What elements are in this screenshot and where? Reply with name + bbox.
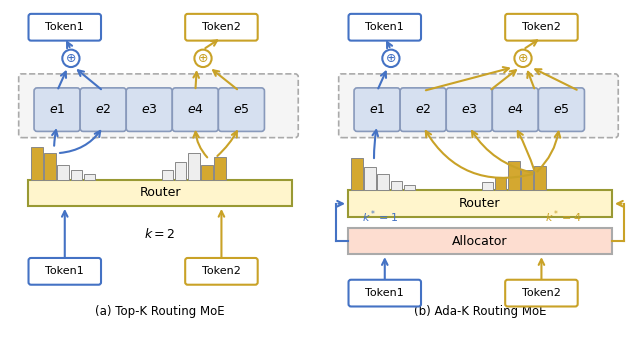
Bar [201, 165, 213, 179]
FancyBboxPatch shape [538, 88, 584, 131]
FancyBboxPatch shape [339, 74, 618, 138]
Text: $k = 2$: $k = 2$ [145, 227, 175, 241]
Circle shape [62, 50, 79, 67]
FancyBboxPatch shape [185, 14, 258, 41]
Bar [44, 153, 56, 179]
Bar [188, 153, 200, 179]
Text: Token1: Token1 [365, 22, 404, 32]
Bar [351, 158, 363, 191]
Circle shape [195, 50, 212, 67]
Text: ⊕: ⊕ [66, 52, 76, 65]
Bar [364, 167, 376, 191]
Bar [495, 177, 506, 191]
Text: Token2: Token2 [202, 22, 241, 32]
Text: ⊕: ⊕ [518, 52, 528, 65]
Text: (b) Ada-K Routing MoE: (b) Ada-K Routing MoE [413, 305, 547, 318]
FancyBboxPatch shape [349, 14, 421, 41]
Bar [348, 228, 612, 254]
FancyBboxPatch shape [218, 88, 264, 131]
Text: $e3$: $e3$ [141, 103, 157, 116]
Bar [534, 166, 546, 191]
Bar [175, 162, 186, 179]
FancyBboxPatch shape [446, 88, 492, 131]
Text: $e5$: $e5$ [233, 103, 250, 116]
FancyBboxPatch shape [492, 88, 538, 131]
Text: $e3$: $e3$ [461, 103, 477, 116]
Bar [481, 182, 493, 191]
FancyBboxPatch shape [80, 88, 126, 131]
Text: $e4$: $e4$ [187, 103, 204, 116]
FancyBboxPatch shape [29, 14, 101, 41]
Text: Token2: Token2 [522, 22, 561, 32]
Bar [28, 179, 292, 206]
FancyBboxPatch shape [172, 88, 218, 131]
FancyBboxPatch shape [29, 258, 101, 285]
FancyBboxPatch shape [400, 88, 446, 131]
Text: Token1: Token1 [365, 288, 404, 298]
Text: $e1$: $e1$ [49, 103, 65, 116]
Bar [214, 157, 226, 179]
Bar [508, 161, 520, 191]
Circle shape [515, 50, 532, 67]
Text: $e5$: $e5$ [553, 103, 570, 116]
FancyBboxPatch shape [185, 258, 258, 285]
Text: $e2$: $e2$ [415, 103, 431, 116]
Text: Allocator: Allocator [452, 235, 508, 247]
FancyBboxPatch shape [354, 88, 400, 131]
FancyBboxPatch shape [349, 280, 421, 307]
Bar [70, 170, 83, 179]
Text: ⊕: ⊕ [386, 52, 396, 65]
Bar [348, 191, 612, 217]
FancyBboxPatch shape [505, 14, 578, 41]
Text: ⊕: ⊕ [198, 52, 208, 65]
Bar [404, 185, 415, 191]
Text: (a) Top-K Routing MoE: (a) Top-K Routing MoE [95, 305, 225, 318]
FancyBboxPatch shape [34, 88, 80, 131]
FancyBboxPatch shape [126, 88, 172, 131]
FancyBboxPatch shape [19, 74, 298, 138]
Text: Router: Router [460, 197, 500, 210]
Text: Token2: Token2 [522, 288, 561, 298]
Text: Token2: Token2 [202, 266, 241, 276]
Bar [31, 147, 43, 179]
Text: $k^* = 1$: $k^* = 1$ [362, 208, 398, 225]
Text: Token1: Token1 [45, 22, 84, 32]
Text: Router: Router [140, 186, 180, 199]
Text: $e4$: $e4$ [507, 103, 524, 116]
Text: $e1$: $e1$ [369, 103, 385, 116]
FancyBboxPatch shape [505, 280, 578, 307]
Bar [378, 174, 389, 191]
Bar [521, 170, 533, 191]
Text: $k^* = 4$: $k^* = 4$ [545, 208, 581, 225]
Bar [84, 174, 95, 179]
Circle shape [382, 50, 399, 67]
Bar [390, 180, 403, 191]
Text: Token1: Token1 [45, 266, 84, 276]
Bar [161, 170, 173, 179]
Text: $e2$: $e2$ [95, 103, 111, 116]
Bar [58, 165, 69, 179]
